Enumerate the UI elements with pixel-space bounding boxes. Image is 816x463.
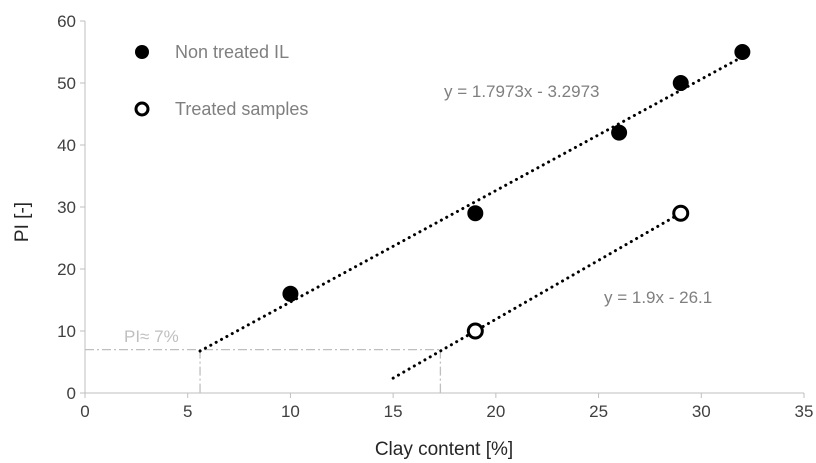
y-tick-label: 0: [67, 384, 76, 403]
y-tick-label: 30: [57, 198, 76, 217]
x-axis-title: Clay content [%]: [375, 439, 513, 460]
y-tick-label: 60: [57, 12, 76, 31]
trendline-non-treated: [198, 55, 744, 353]
data-point-non-treated: [672, 75, 689, 91]
x-tick-label: 0: [80, 402, 89, 421]
trendline-treated: [391, 211, 683, 380]
x-tick-label: 30: [692, 402, 711, 421]
x-tick-label: 20: [486, 402, 505, 421]
trendline-equation-treated: y = 1.9x - 26.1: [604, 288, 712, 307]
data-point-non-treated: [282, 285, 299, 302]
data-point-non-treated: [734, 44, 751, 60]
y-tick-labels: 0 10 20 30 40 50 60: [57, 12, 85, 403]
x-tick-label: 15: [384, 402, 403, 421]
trendlines: [198, 55, 744, 380]
legend-marker-non-treated: [135, 45, 149, 59]
x-tick-label: 5: [183, 402, 192, 421]
y-tick-label: 20: [57, 260, 76, 279]
legend: Non treated IL Treated samples: [134, 42, 308, 119]
x-tick-labels: 0 5 10 15 20 25 30 35: [80, 393, 813, 421]
trendline-equation-non-treated: y = 1.7973x - 3.2973: [444, 82, 599, 101]
legend-marker-treated: [134, 101, 150, 117]
x-tick-label: 35: [795, 402, 814, 421]
legend-label-treated: Treated samples: [175, 99, 308, 119]
x-tick-label: 10: [281, 402, 300, 421]
y-tick-label: 10: [57, 322, 76, 341]
data-point-non-treated: [467, 205, 484, 222]
data-point-treated: [672, 204, 690, 222]
pi-annotation-label: PI≈ 7%: [124, 327, 179, 346]
axes: [84, 21, 804, 394]
legend-label-non-treated: Non treated IL: [175, 42, 289, 62]
x-tick-label: 25: [589, 402, 608, 421]
data-points: [282, 44, 751, 340]
reference-lines: [85, 348, 442, 393]
data-point-non-treated: [611, 124, 628, 141]
y-axis-title: PI [-]: [12, 202, 33, 242]
y-tick-label: 40: [57, 136, 76, 155]
data-point-treated: [466, 322, 484, 340]
y-tick-label: 50: [57, 74, 76, 93]
